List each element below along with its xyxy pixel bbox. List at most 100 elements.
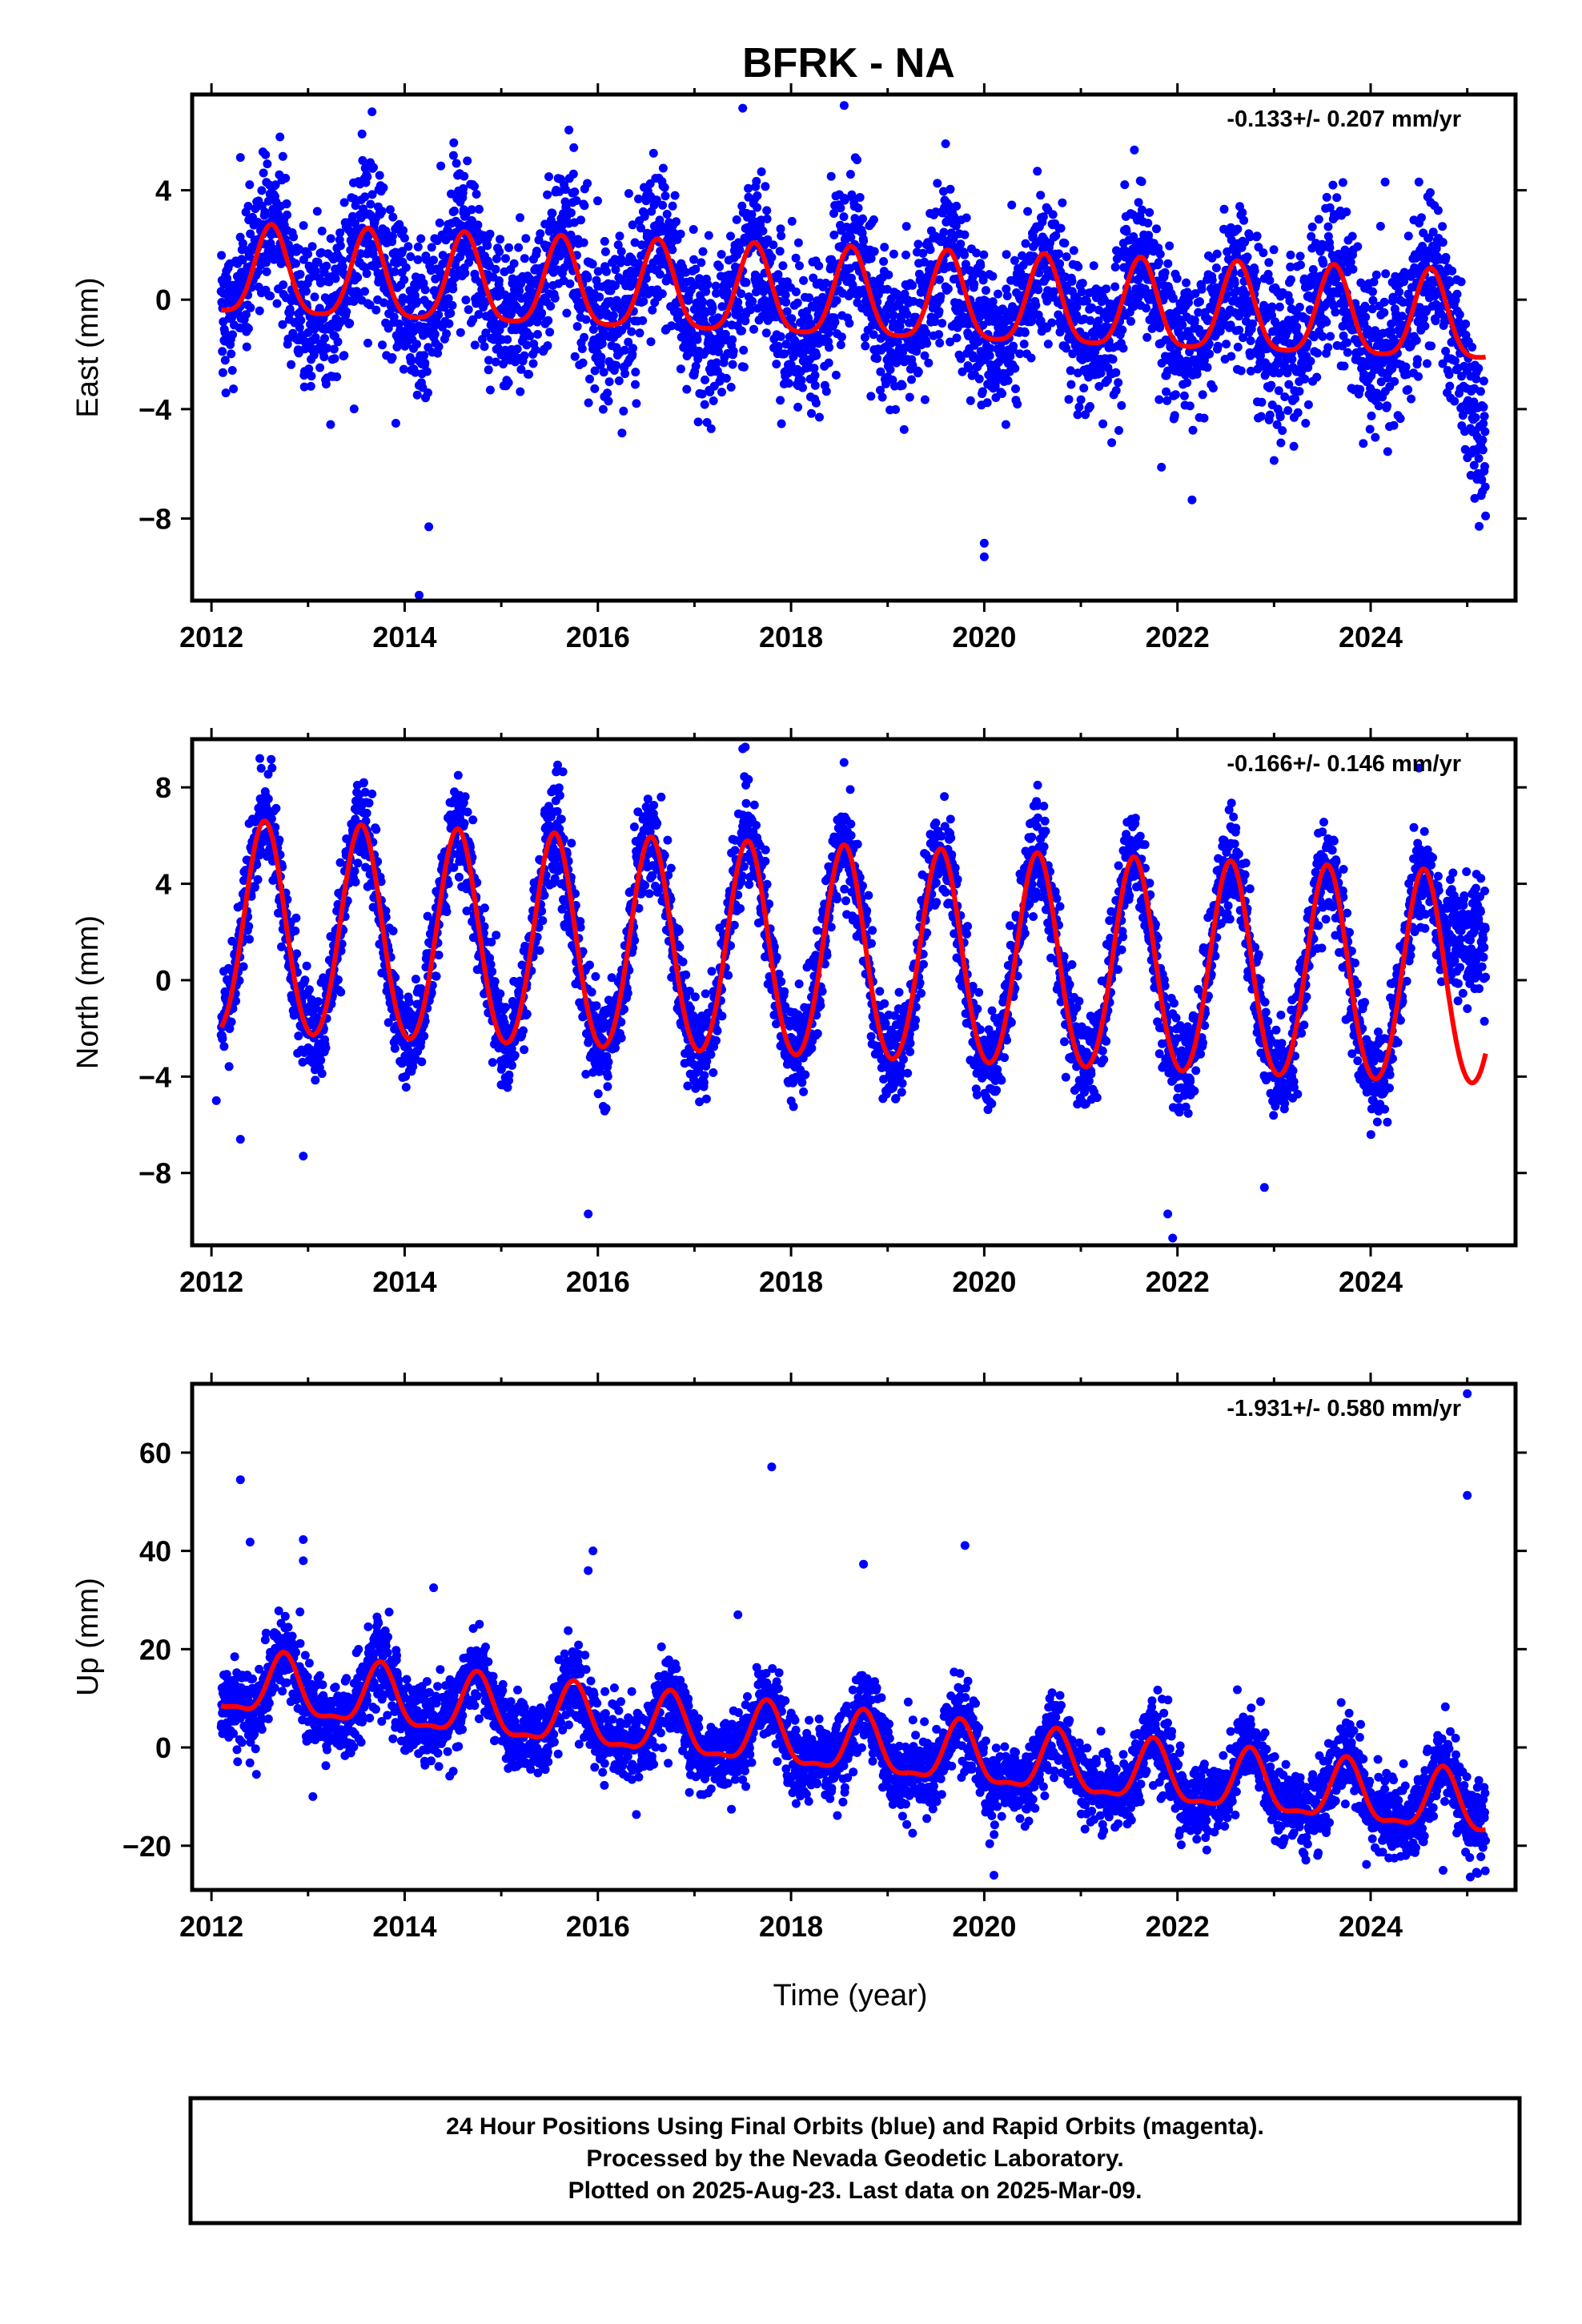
data-point xyxy=(422,367,432,376)
outlier-point xyxy=(1414,177,1423,187)
data-point xyxy=(777,419,786,428)
data-point xyxy=(1163,259,1173,268)
data-point xyxy=(283,240,293,249)
data-point xyxy=(597,339,607,348)
data-point xyxy=(1182,378,1192,388)
data-point xyxy=(946,184,955,194)
data-point xyxy=(793,298,802,308)
data-point xyxy=(448,300,457,310)
data-point xyxy=(1172,274,1182,283)
data-point xyxy=(1361,312,1371,322)
data-point xyxy=(583,273,592,283)
data-point xyxy=(876,385,885,395)
data-point xyxy=(1227,352,1236,361)
data-point xyxy=(1265,275,1275,285)
data-point xyxy=(1445,381,1455,391)
data-point xyxy=(1020,328,1030,337)
data-point xyxy=(787,314,797,324)
data-point xyxy=(412,297,422,307)
data-point xyxy=(238,255,247,265)
data-point xyxy=(1478,445,1488,455)
data-point xyxy=(763,235,773,244)
data-point xyxy=(1120,180,1130,190)
x-tick-label: 2024 xyxy=(1339,621,1403,653)
data-point xyxy=(611,265,620,275)
data-point xyxy=(444,319,454,328)
data-point xyxy=(1478,436,1488,444)
data-point xyxy=(1390,376,1399,386)
data-point xyxy=(791,253,801,263)
data-point xyxy=(759,287,769,296)
y-tick-label: −8 xyxy=(139,503,171,536)
data-point xyxy=(506,309,516,319)
data-point xyxy=(331,274,340,283)
data-point xyxy=(902,310,912,319)
data-point xyxy=(825,343,834,352)
data-point xyxy=(611,281,620,291)
data-point xyxy=(1031,300,1041,310)
data-point xyxy=(853,203,863,213)
data-point xyxy=(869,330,878,340)
data-point xyxy=(775,247,785,256)
data-point xyxy=(504,378,513,388)
data-point xyxy=(495,247,504,256)
data-point xyxy=(1452,289,1462,299)
data-point xyxy=(413,255,423,264)
data-point xyxy=(1480,462,1489,471)
data-point xyxy=(311,333,320,342)
data-point xyxy=(881,379,890,388)
data-point xyxy=(598,404,608,414)
data-point xyxy=(1051,231,1061,240)
data-point xyxy=(1001,420,1010,429)
data-point xyxy=(274,247,283,256)
data-point xyxy=(588,324,598,334)
data-point xyxy=(668,201,677,211)
data-point xyxy=(514,243,524,252)
data-point xyxy=(829,230,839,239)
data-point xyxy=(1433,206,1443,215)
data-point xyxy=(627,327,636,336)
data-point xyxy=(988,271,998,281)
data-point xyxy=(353,858,363,868)
data-point xyxy=(695,274,705,283)
data-point xyxy=(869,247,879,256)
data-point xyxy=(866,392,876,401)
data-point xyxy=(442,329,452,339)
data-point xyxy=(296,316,306,325)
data-point xyxy=(1111,368,1121,377)
data-point xyxy=(638,316,648,325)
data-point xyxy=(836,203,845,213)
data-point xyxy=(1026,353,1036,363)
data-point xyxy=(773,270,783,279)
data-point xyxy=(1243,252,1252,262)
data-point xyxy=(913,367,923,376)
data-point xyxy=(515,286,524,296)
data-point xyxy=(436,161,446,171)
data-point xyxy=(1269,456,1279,465)
data-point xyxy=(697,389,707,399)
data-point xyxy=(676,364,685,374)
data-point xyxy=(1157,462,1166,472)
data-point xyxy=(560,185,570,195)
data-point xyxy=(383,324,393,333)
data-point xyxy=(338,262,347,271)
data-point xyxy=(1013,400,1022,409)
data-point xyxy=(723,287,732,296)
data-point xyxy=(1480,482,1490,492)
data-point xyxy=(939,227,949,237)
data-point xyxy=(781,297,791,307)
east-axis-ticks: 2012 2014 2016 2018 2020 2022 2024−8−404 xyxy=(139,83,1527,653)
data-point xyxy=(520,254,529,263)
data-point xyxy=(979,250,989,259)
data-point xyxy=(1278,426,1287,436)
data-point xyxy=(741,278,751,287)
data-point xyxy=(491,319,500,328)
data-point xyxy=(757,167,766,176)
data-point xyxy=(840,195,849,205)
data-point xyxy=(1275,412,1285,421)
data-point xyxy=(461,296,471,305)
data-point xyxy=(1190,316,1199,325)
data-point xyxy=(282,199,291,208)
data-point xyxy=(1050,287,1059,296)
